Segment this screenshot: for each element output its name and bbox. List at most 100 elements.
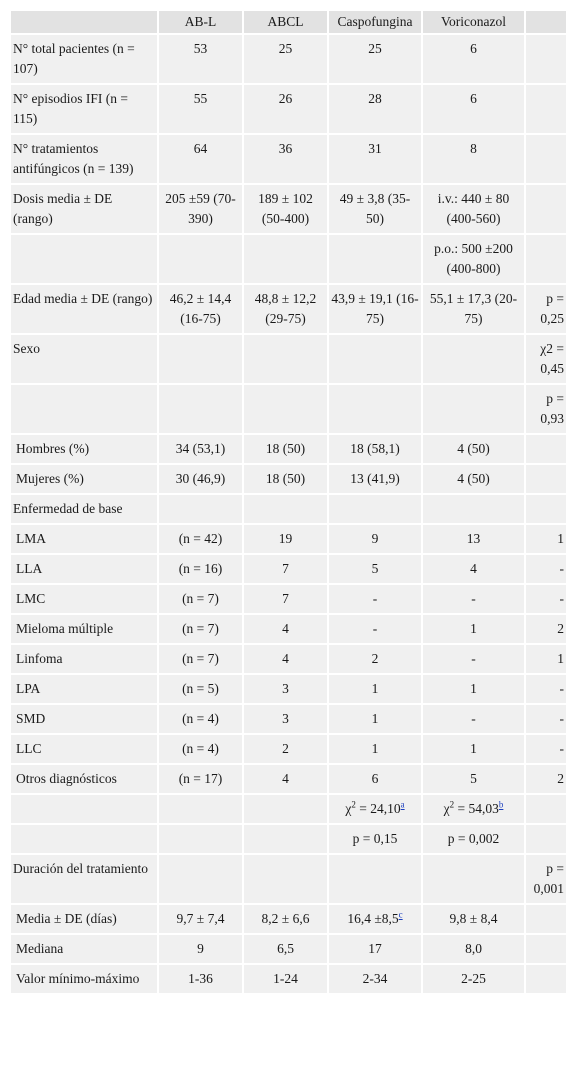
- table-cell: -: [423, 645, 524, 673]
- table-cell: -: [526, 555, 566, 583]
- footnote-link[interactable]: b: [498, 799, 504, 810]
- table-cell: 5: [423, 765, 524, 793]
- table-cell: 9,8 ± 8,4: [423, 905, 524, 933]
- table-cell: -: [526, 705, 566, 733]
- table-cell: -: [423, 585, 524, 613]
- table-cell: [526, 435, 566, 463]
- table-cell: (n = 42): [159, 525, 242, 553]
- header-cell-label: [11, 11, 157, 33]
- table-cell: [329, 495, 421, 523]
- table-cell: 4: [244, 645, 327, 673]
- table-row: LMA (n = 42) 19 9 13 1: [11, 525, 566, 553]
- table-row: p = 0,15 p = 0,002: [11, 825, 566, 853]
- table-row: χ2 = 24,10a χ2 = 54,03b: [11, 795, 566, 823]
- row-label: Dosis media ± DE (rango): [11, 185, 157, 233]
- table-cell: [244, 385, 327, 433]
- table-cell: 205 ±59 (70-390): [159, 185, 242, 233]
- row-label: Edad media ± DE (rango): [11, 285, 157, 333]
- table-row: Valor mínimo-máximo 1-36 1-24 2-34 2-25: [11, 965, 566, 993]
- table-cell: 1: [329, 705, 421, 733]
- table-cell: (n = 4): [159, 705, 242, 733]
- row-label: Hombres (%): [11, 435, 157, 463]
- row-label: Sexo: [11, 335, 157, 383]
- table-cell: 13: [423, 525, 524, 553]
- table-cell: 25: [244, 35, 327, 83]
- row-label: [11, 235, 157, 283]
- table-cell: 46,2 ± 14,4 (16-75): [159, 285, 242, 333]
- table-cell: 4 (50): [423, 465, 524, 493]
- table-row: Edad media ± DE (rango) 46,2 ± 14,4 (16-7…: [11, 285, 566, 333]
- table-cell: 49 ± 3,8 (35-50): [329, 185, 421, 233]
- row-label: Mujeres (%): [11, 465, 157, 493]
- table-cell: (n = 4): [159, 735, 242, 763]
- table-row: Enfermedad de base: [11, 495, 566, 523]
- table-cell: 7: [244, 585, 327, 613]
- table-cell: [329, 855, 421, 903]
- table-cell: [423, 385, 524, 433]
- table-row: Sexo χ2 = 0,45: [11, 335, 566, 383]
- table-cell: 1: [526, 525, 566, 553]
- table-cell: [526, 235, 566, 283]
- table-row: Media ± DE (días) 9,7 ± 7,4 8,2 ± 6,6 16,4 …: [11, 905, 566, 933]
- table-row: N° total pacientes (n = 107) 53 25 25 6: [11, 35, 566, 83]
- table-cell: 1: [423, 615, 524, 643]
- row-label: Duración del tratamiento: [11, 855, 157, 903]
- table-cell: χ2 = 0,45: [526, 335, 566, 383]
- footnote-link[interactable]: a: [400, 799, 405, 810]
- header-cell-voriconazol: Voriconazol: [423, 11, 524, 33]
- table-row: N° episodios IFI (n = 115) 55 26 28 6: [11, 85, 566, 133]
- table-cell: 25: [329, 35, 421, 83]
- data-table: AB-L ABCL Caspofungina Voriconazol N° to…: [9, 9, 568, 995]
- row-label: [11, 795, 157, 823]
- table-cell: [159, 855, 242, 903]
- table-cell: χ2 = 24,10a: [329, 795, 421, 823]
- table-cell: 3: [244, 675, 327, 703]
- table-cell: 189 ± 102 (50-400): [244, 185, 327, 233]
- table-row: LMC (n = 7) 7- - -: [11, 585, 566, 613]
- chi-square-value: χ2 = 24,10: [345, 799, 401, 816]
- row-label: Valor mínimo-máximo: [11, 965, 157, 993]
- row-label: Linfoma: [11, 645, 157, 673]
- table-cell: (n = 7): [159, 615, 242, 643]
- row-label: N° episodios IFI (n = 115): [11, 85, 157, 133]
- table-cell: [423, 335, 524, 383]
- table-cell: [526, 795, 566, 823]
- table-cell: χ2 = 54,03b: [423, 795, 524, 823]
- table-cell: -: [329, 585, 421, 613]
- table-cell: 36: [244, 135, 327, 183]
- row-label: [11, 385, 157, 433]
- table-cell: [159, 495, 242, 523]
- row-label: Media ± DE (días): [11, 905, 157, 933]
- row-label: Mieloma múltiple: [11, 615, 157, 643]
- header-cell-caspofungina: Caspofungina: [329, 11, 421, 33]
- table-cell: 9: [329, 525, 421, 553]
- table-cell: [526, 495, 566, 523]
- table-cell: 43,9 ± 19,1 (16-75): [329, 285, 421, 333]
- table-cell: 55: [159, 85, 242, 133]
- table-cell: 8: [423, 135, 524, 183]
- table-cell: [526, 905, 566, 933]
- footnote-link[interactable]: c: [398, 909, 403, 920]
- table-cell: (n = 7): [159, 645, 242, 673]
- table-cell: [159, 235, 242, 283]
- table-cell: 4: [244, 615, 327, 643]
- table-cell: 1-24: [244, 965, 327, 993]
- table-cell: 6: [423, 85, 524, 133]
- table-cell: [244, 335, 327, 383]
- table-cell: [526, 35, 566, 83]
- table-row: SMD (n = 4) 3 1- -: [11, 705, 566, 733]
- table-row: LPA (n = 5) 3 1 1-: [11, 675, 566, 703]
- table-cell: (n = 7): [159, 585, 242, 613]
- table-cell: [159, 825, 242, 853]
- table-cell: [526, 935, 566, 963]
- table-cell: (n = 5): [159, 675, 242, 703]
- table-cell: [526, 85, 566, 133]
- row-label: LPA: [11, 675, 157, 703]
- table-cell: 1: [423, 675, 524, 703]
- table-cell: 8,2 ± 6,6: [244, 905, 327, 933]
- header-cell-pvalue: [526, 11, 566, 33]
- table-cell: 4: [423, 555, 524, 583]
- table-cell: [329, 335, 421, 383]
- row-label: Otros diagnósticos: [11, 765, 157, 793]
- table-cell: 6: [423, 35, 524, 83]
